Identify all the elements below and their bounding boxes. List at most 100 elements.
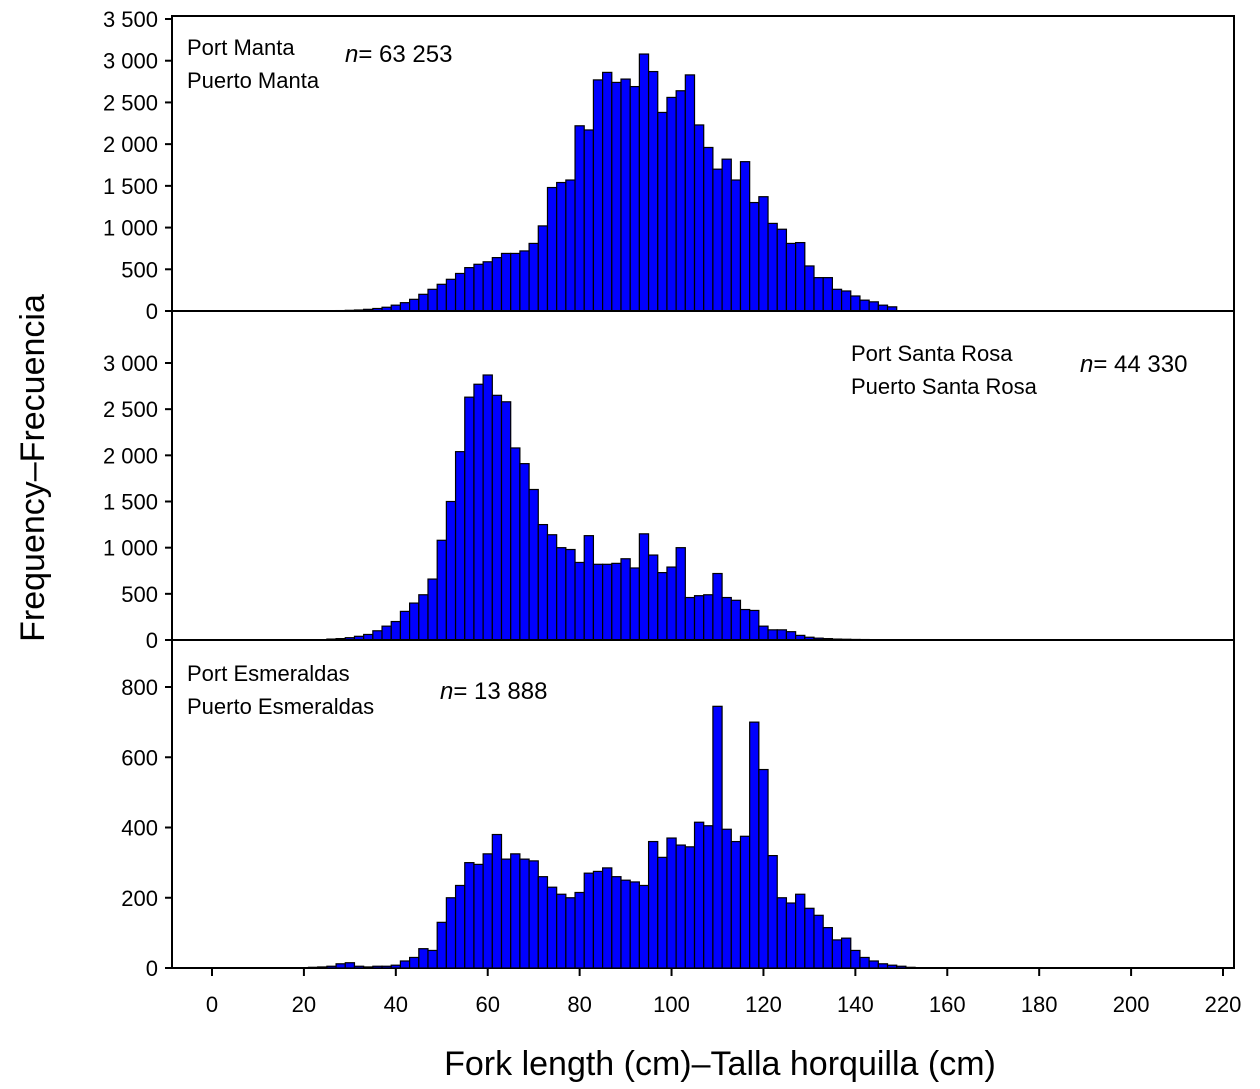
bar (510, 252, 521, 312)
bar (859, 299, 870, 312)
bar (464, 396, 475, 641)
bar (675, 90, 686, 312)
y-tick-label: 2 000 (103, 443, 158, 468)
bar (519, 250, 530, 312)
bar (445, 897, 457, 969)
bar (785, 902, 797, 969)
bar (546, 186, 558, 312)
bar (574, 561, 585, 641)
bar (519, 858, 530, 969)
bar (556, 547, 567, 641)
bar (739, 608, 751, 641)
bar (482, 853, 493, 969)
bar (749, 609, 760, 641)
bar (307, 966, 319, 969)
bar (813, 277, 824, 312)
panel-label-spanish: Puerto Esmeraldas (187, 694, 374, 719)
bar (491, 257, 503, 312)
bar (482, 261, 493, 312)
bar (675, 547, 686, 641)
sample-size-label: n= 63 253 (345, 41, 452, 68)
bar (537, 225, 549, 312)
bar (657, 111, 668, 312)
bar (335, 963, 346, 969)
bar (712, 572, 723, 641)
bar (868, 301, 879, 312)
bar (565, 548, 576, 641)
bar (721, 158, 732, 312)
bar (831, 939, 843, 969)
y-tick-label: 1 000 (103, 536, 158, 561)
bar (583, 129, 595, 312)
bar (647, 70, 659, 312)
bar (785, 631, 797, 641)
bar (592, 870, 604, 969)
bar (409, 602, 420, 641)
sample-size-symbol: n (440, 678, 453, 705)
bar (620, 78, 631, 312)
bar (427, 949, 438, 969)
bar (638, 884, 650, 969)
x-tick-label: 40 (384, 992, 408, 1017)
bar (666, 96, 677, 312)
bar (804, 265, 815, 312)
bar (795, 241, 806, 312)
bar (491, 394, 503, 641)
bar (657, 571, 668, 641)
bar (739, 161, 751, 312)
bar (500, 401, 512, 641)
bar (822, 277, 833, 312)
y-tick-label: 500 (121, 257, 158, 282)
y-axis-title: Frequency–Frecuencia (14, 294, 52, 642)
x-tick-label: 220 (1205, 992, 1242, 1017)
bar (454, 884, 466, 969)
bar (896, 965, 907, 969)
histogram-panels: 0 500 1 000 1 500 2 000 2 500 3 000 3 500 Port M… (103, 7, 1235, 981)
y-axis: 0 500 1 000 1 500 2 000 2 500 3 000 (103, 351, 172, 653)
sample-size-value: = 44 330 (1093, 351, 1187, 378)
bar (574, 125, 585, 312)
bar (767, 854, 778, 969)
bar (767, 222, 778, 312)
bar (785, 242, 797, 312)
panel-label-english: Port Manta (187, 35, 295, 60)
bar (611, 562, 622, 641)
bar (712, 168, 723, 312)
bar (629, 881, 640, 969)
sample-size-symbol: n (345, 41, 358, 68)
bar (758, 768, 769, 969)
bar (528, 488, 539, 641)
bar (491, 833, 503, 969)
bar (418, 293, 429, 312)
y-tick-label: 0 (146, 299, 158, 324)
bar (868, 960, 879, 969)
panel-label-spanish: Puerto Santa Rosa (851, 374, 1038, 399)
bar (464, 862, 475, 969)
bar (418, 948, 429, 969)
bar (684, 74, 696, 312)
bar (611, 81, 622, 312)
bar (813, 914, 824, 969)
bar (592, 563, 604, 641)
bar (500, 252, 512, 312)
sample-size-symbol: n (1080, 351, 1093, 378)
bar (620, 558, 631, 641)
bar (537, 876, 549, 969)
bar (850, 949, 861, 969)
bar (473, 383, 484, 641)
y-tick-label: 3 500 (103, 7, 158, 32)
bar (877, 963, 889, 969)
bar (602, 867, 613, 969)
bar (703, 146, 714, 312)
bar (317, 966, 328, 969)
bar (822, 927, 833, 969)
bar (831, 288, 843, 312)
bar (528, 860, 539, 969)
bar (445, 278, 457, 312)
bar (528, 242, 539, 312)
bar (703, 825, 714, 969)
bar (436, 283, 447, 312)
y-tick-label: 3 000 (103, 49, 158, 74)
bar (436, 921, 447, 969)
